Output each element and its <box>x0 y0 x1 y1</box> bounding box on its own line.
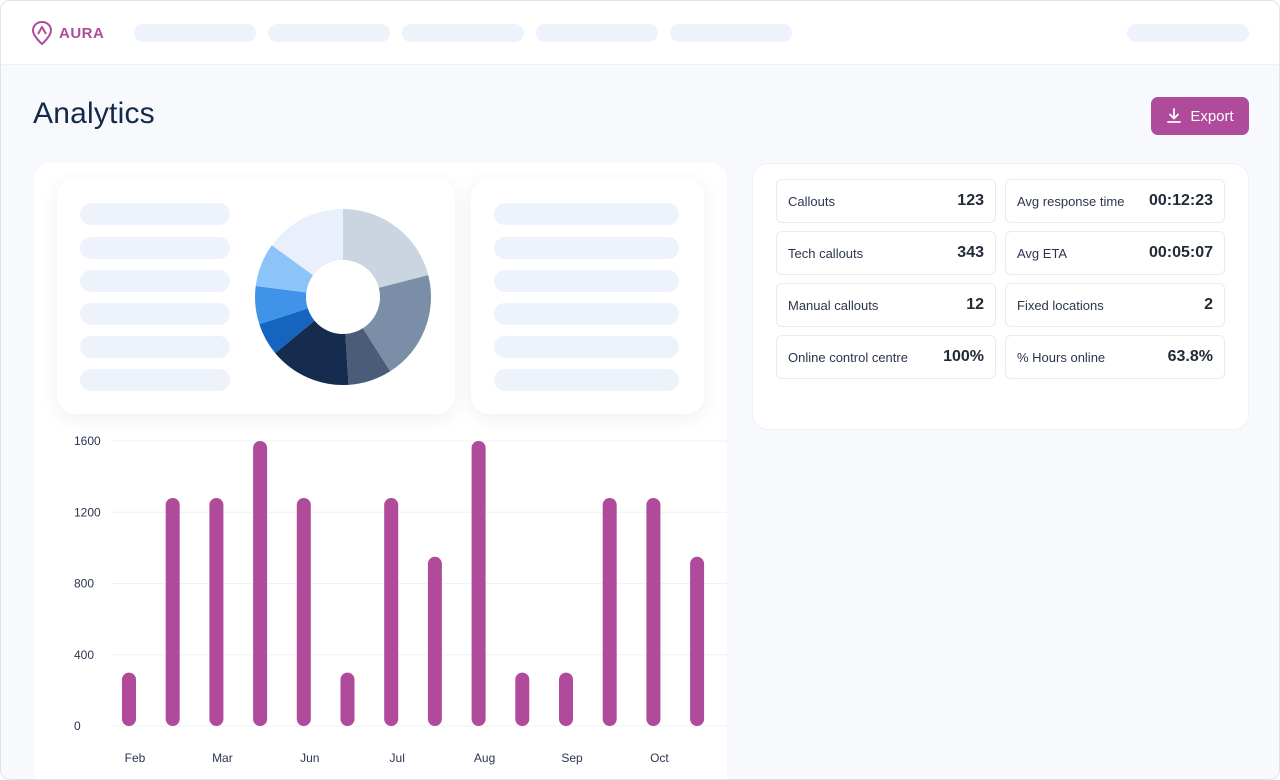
list-item-placeholder <box>494 270 679 292</box>
export-button[interactable]: Export <box>1151 97 1249 135</box>
nav-item-placeholder[interactable] <box>268 24 390 42</box>
stat-online-control-centre: Online control centre 100% <box>776 335 996 379</box>
donut-slice[interactable] <box>275 320 349 385</box>
legend-item-placeholder <box>80 203 230 225</box>
x-tick-label: Mar <box>212 751 233 765</box>
x-tick-label: Oct <box>650 751 669 765</box>
logo[interactable]: AURA <box>31 20 104 46</box>
bar-chart: 0 400 800 1200 1600 Feb Mar Jun Jul Aug Sep Oct <box>74 434 727 765</box>
donut-slice[interactable] <box>345 328 391 385</box>
location-pin-icon <box>31 20 53 46</box>
stat-value: 100% <box>943 348 984 365</box>
stat-label: Manual callouts <box>788 297 879 313</box>
stat-label: Avg ETA <box>1017 245 1068 261</box>
stat-label: Avg response time <box>1017 193 1125 209</box>
donut-slice[interactable] <box>362 275 431 372</box>
x-tick-label: Sep <box>561 751 583 765</box>
user-menu-placeholder[interactable] <box>1127 24 1249 42</box>
stat-value: 12 <box>966 296 984 313</box>
stat-value: 00:12:23 <box>1148 192 1213 209</box>
donut-panel <box>57 179 455 414</box>
stat-label: Fixed locations <box>1017 297 1104 313</box>
stat-hours-online: % Hours online 63.8% <box>1005 335 1225 379</box>
stat-value: 343 <box>957 244 984 261</box>
stats-card: Callouts 123 Avg response time 00:12:23 … <box>752 163 1249 430</box>
y-tick-label: 800 <box>74 577 94 591</box>
charts-card: 0 400 800 1200 1600 Feb Mar Jun Jul Aug Sep Oct <box>34 163 727 779</box>
donut-slice[interactable] <box>255 285 308 325</box>
nav-item-placeholder[interactable] <box>402 24 524 42</box>
stat-fixed-locations: Fixed locations 2 <box>1005 283 1225 327</box>
stat-value: 63.8% <box>1167 348 1213 365</box>
page-title: Analytics <box>33 97 155 130</box>
stat-callouts: Callouts 123 <box>776 179 996 223</box>
donut-slice[interactable] <box>343 209 429 288</box>
legend-item-placeholder <box>80 336 230 358</box>
x-tick-label: Jun <box>300 751 319 765</box>
donut-chart <box>255 209 431 385</box>
donut-slice[interactable] <box>255 245 314 293</box>
list-item-placeholder <box>494 336 679 358</box>
nav-item-placeholder[interactable] <box>536 24 658 42</box>
x-tick-label: Feb <box>125 751 146 765</box>
x-tick-label: Aug <box>474 751 495 765</box>
nav-item-placeholder[interactable] <box>134 24 256 42</box>
x-tick-label: Jul <box>390 751 405 765</box>
legend-item-placeholder <box>80 369 230 391</box>
list-panel <box>471 179 704 414</box>
export-label: Export <box>1190 107 1234 125</box>
top-navigation-bar: AURA <box>1 1 1279 65</box>
stat-label: Online control centre <box>788 349 908 365</box>
legend-item-placeholder <box>80 303 230 325</box>
stat-value: 123 <box>957 192 984 209</box>
list-item-placeholder <box>494 369 679 391</box>
stat-manual-callouts: Manual callouts 12 <box>776 283 996 327</box>
stat-value: 2 <box>1204 296 1213 313</box>
donut-slice[interactable] <box>259 308 315 354</box>
donut-slice[interactable] <box>271 209 343 276</box>
y-tick-label: 1600 <box>74 434 101 448</box>
stat-avg-response-time: Avg response time 00:12:23 <box>1005 179 1225 223</box>
nav-item-placeholder[interactable] <box>670 24 792 42</box>
list-item-placeholder <box>494 203 679 225</box>
legend-item-placeholder <box>80 237 230 259</box>
stat-tech-callouts: Tech callouts 343 <box>776 231 996 275</box>
logo-text: AURA <box>59 24 105 42</box>
download-icon <box>1167 108 1182 123</box>
stat-avg-eta: Avg ETA 00:05:07 <box>1005 231 1225 275</box>
stat-value: 00:05:07 <box>1148 244 1213 261</box>
y-tick-label: 1200 <box>74 505 101 519</box>
stat-label: Callouts <box>788 193 835 209</box>
list-item-placeholder <box>494 237 679 259</box>
list-item-placeholder <box>494 303 679 325</box>
y-tick-label: 0 <box>74 719 81 733</box>
legend-item-placeholder <box>80 270 230 292</box>
y-tick-label: 400 <box>74 648 94 662</box>
stat-label: % Hours online <box>1017 349 1106 365</box>
stat-label: Tech callouts <box>788 245 864 261</box>
